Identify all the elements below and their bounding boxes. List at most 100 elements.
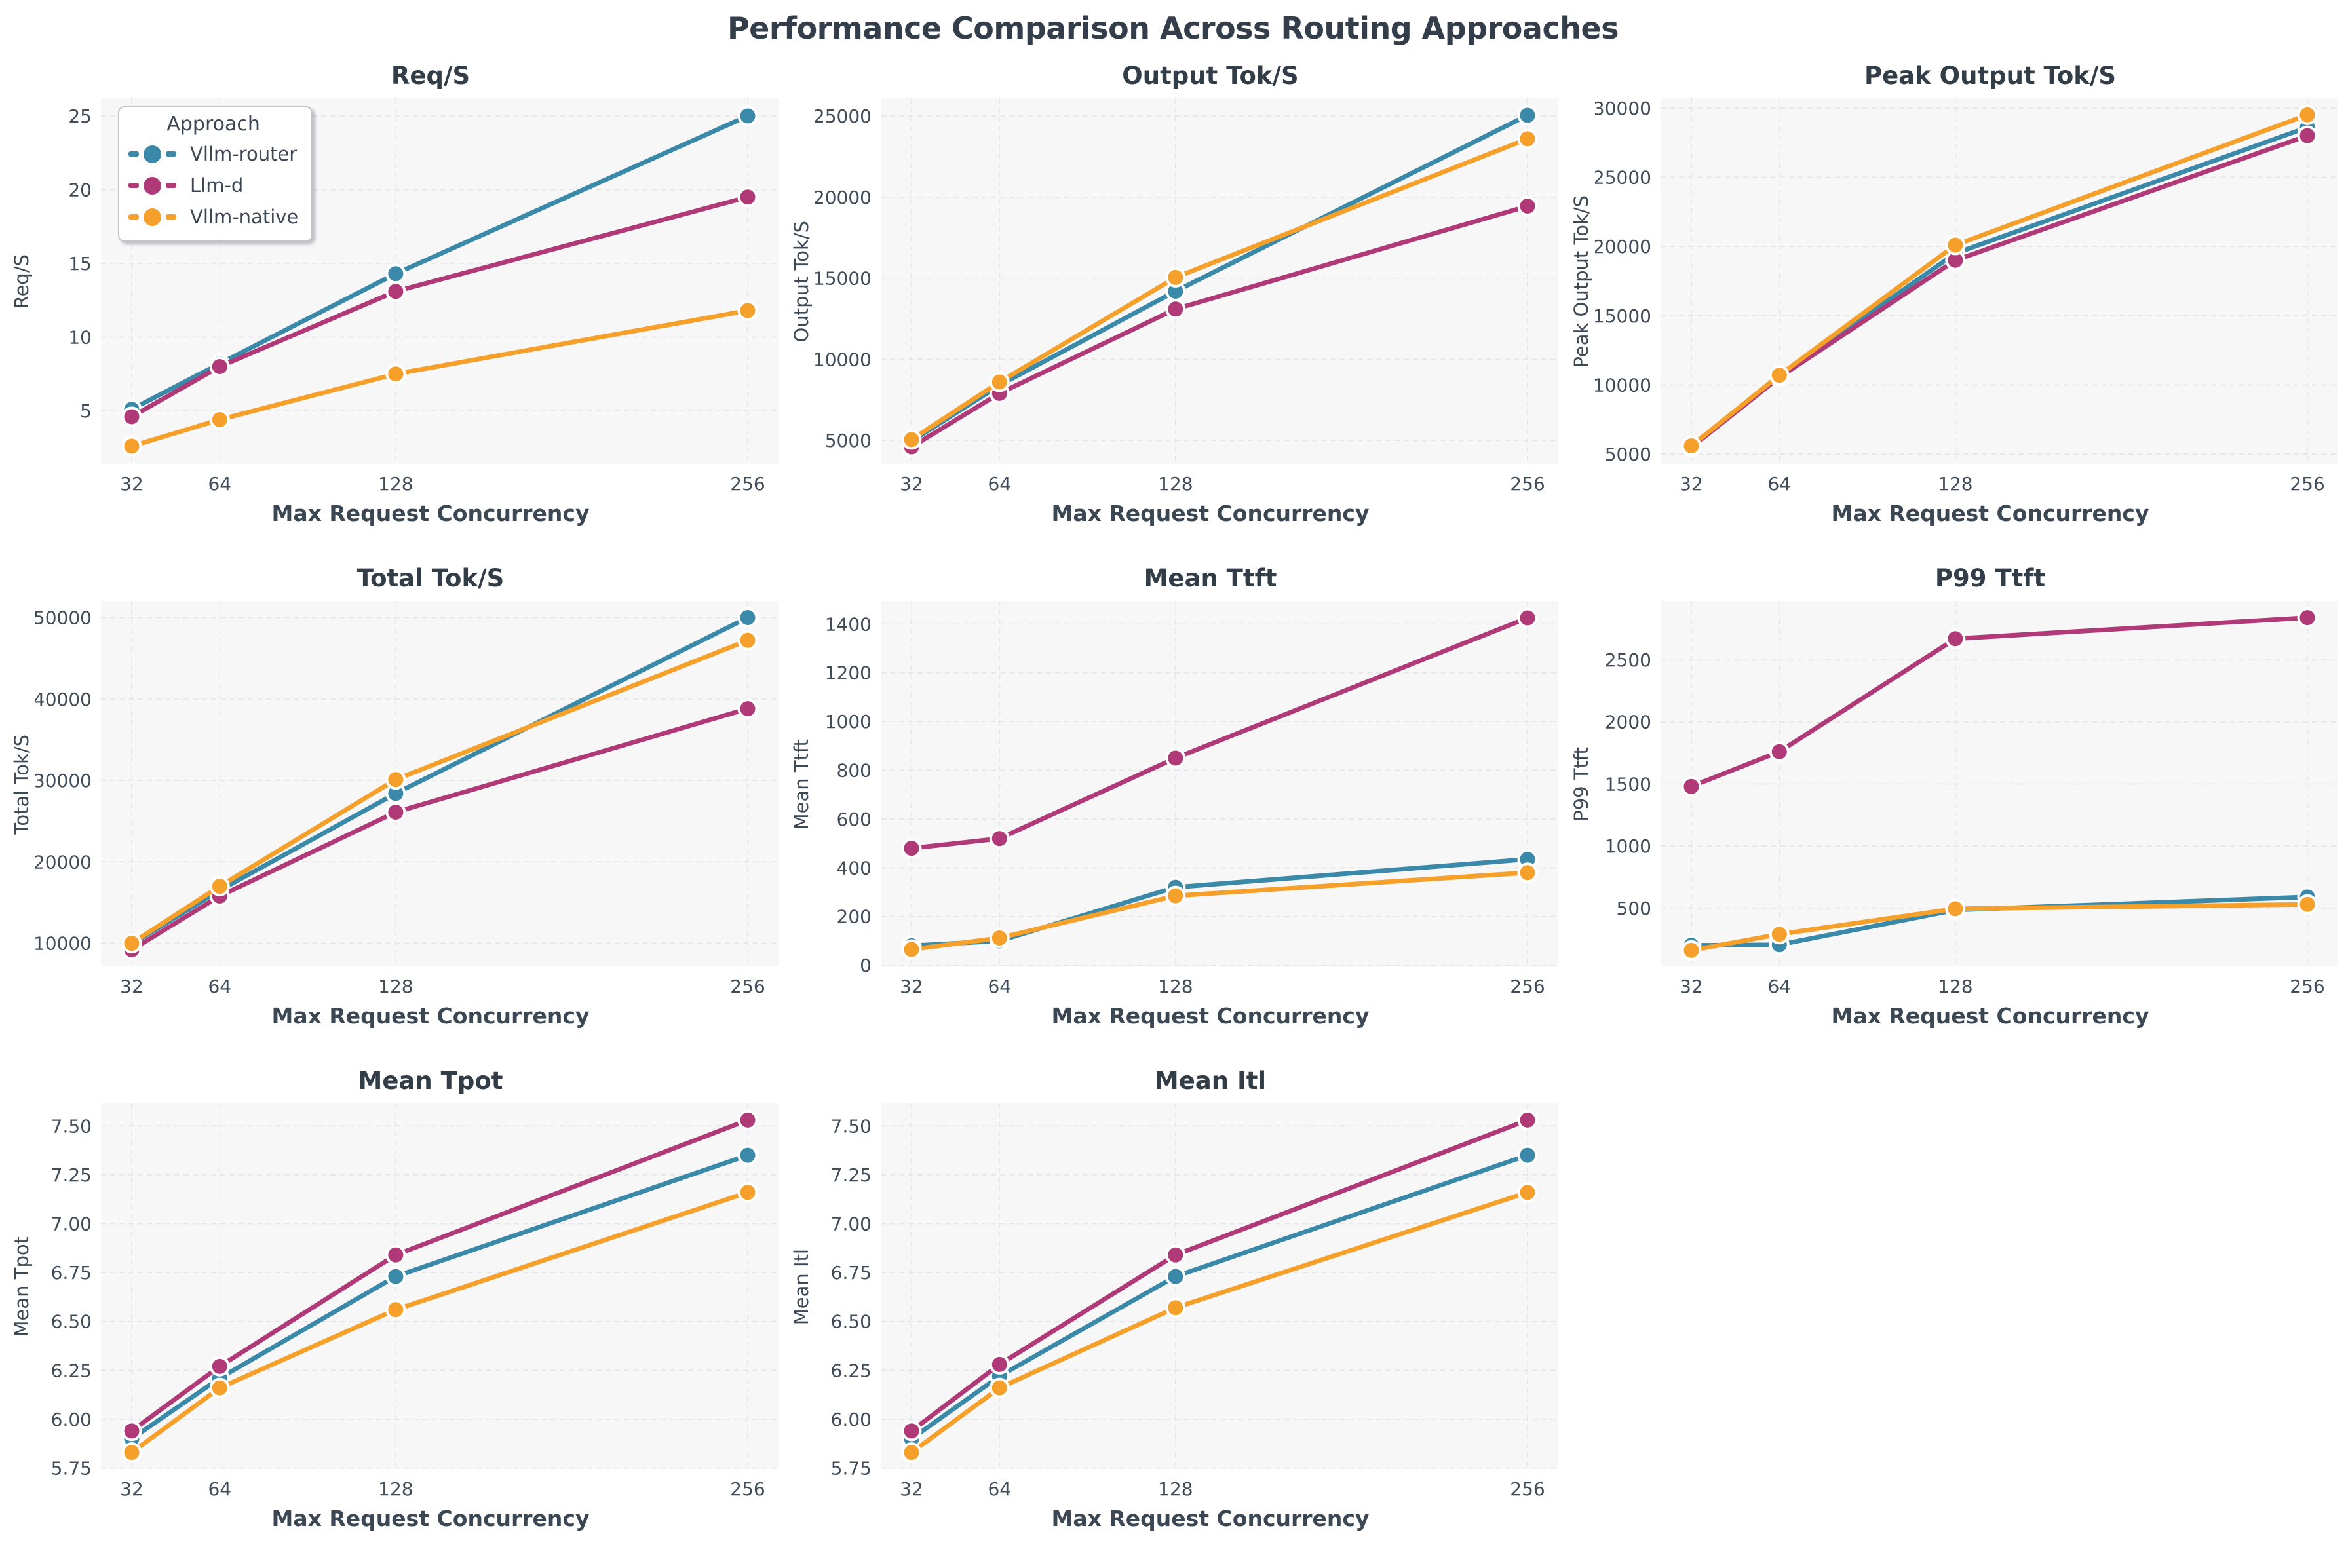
x-tick-label: 256 [730, 976, 765, 997]
plot-svg: 500 1000 1500 2000 2500 32 64 128 256 [1605, 601, 2338, 997]
data-point-marker [1517, 128, 1538, 149]
x-tick-label: 128 [378, 976, 413, 997]
x-tick-label: 32 [1680, 976, 1703, 997]
y-tick-label: 10000 [1595, 375, 1651, 396]
y-tick-label: 6.75 [51, 1262, 92, 1284]
y-tick-label: 1000 [1605, 835, 1651, 857]
x-tick-label: 256 [1510, 1478, 1545, 1500]
data-point-marker [737, 105, 758, 126]
data-point-marker [1517, 607, 1538, 628]
chart-title: Mean Itl [1154, 1067, 1267, 1095]
x-tick-label: 32 [900, 473, 923, 495]
x-tick-label: 64 [208, 1478, 231, 1500]
y-tick-label: 1200 [825, 662, 872, 684]
series-line [909, 1117, 1530, 1434]
figure-mean-itl: Mean Itl Mean Itl 5.75 6.00 6.25 6.50 6.75 7.… [788, 1061, 1567, 1564]
y-tick-label: 6.25 [831, 1360, 872, 1381]
y-tick-label: 10000 [815, 349, 872, 370]
x-axis-label: Max Request Concurrency [271, 501, 590, 526]
x-tick-label: 32 [900, 976, 923, 997]
plot-background [101, 1103, 779, 1469]
x-tick-label: 64 [988, 976, 1011, 997]
y-tick-label: 1400 [825, 613, 872, 635]
data-point-marker [2297, 894, 2318, 915]
data-point-marker [737, 630, 758, 651]
y-axis-label: Peak Output Tok/S [1570, 195, 1592, 368]
x-tick-label: 64 [988, 473, 1011, 495]
series-line [129, 638, 750, 946]
legend-item-llm-d: Llm-d [128, 170, 298, 201]
x-axis-label: Max Request Concurrency [271, 1506, 590, 1531]
chart-title: P99 Ttft [1934, 564, 2046, 592]
legend-item-vllm-native: Vllm-native [128, 201, 298, 233]
data-point-marker [209, 1356, 230, 1377]
series-line [909, 136, 1530, 442]
plot-svg: 5000 10000 15000 20000 25000 32 64 128 256 [815, 98, 1558, 495]
data-point-marker [989, 372, 1010, 392]
data-point-marker [209, 410, 230, 430]
legend-item-vllm-router: Vllm-router [128, 138, 298, 170]
line-marker-icon [128, 205, 186, 229]
plot-background [1661, 98, 2338, 464]
y-tick-label: 7.00 [51, 1214, 92, 1235]
data-point-marker [1517, 1182, 1538, 1203]
x-tick-label: 128 [1158, 1478, 1193, 1500]
plot-background [101, 601, 779, 966]
x-tick-label: 64 [1767, 976, 1791, 997]
y-axis-label: Mean Ttft [790, 738, 813, 830]
x-tick-label: 64 [208, 473, 231, 495]
data-point-marker [1517, 862, 1538, 883]
figure-req-s: Req/S Req/S 5 10 15 20 25 32 64 128 256 Max Requ… [8, 56, 788, 559]
y-tick-label: 5.75 [831, 1458, 872, 1480]
data-point-marker [385, 281, 406, 302]
y-axis-label: Total Tok/S [10, 734, 33, 835]
series-line [1689, 902, 2310, 953]
x-tick-label: 128 [1938, 976, 1972, 997]
plot-svg: 10000 20000 30000 40000 50000 32 64 128 256 [35, 601, 779, 997]
data-point-marker [1517, 1145, 1538, 1166]
y-tick-label: 6.75 [831, 1262, 872, 1284]
x-tick-label: 256 [730, 473, 765, 495]
data-point-marker [989, 1354, 1010, 1375]
data-point-marker [1681, 776, 1702, 797]
y-tick-label: 200 [837, 906, 872, 928]
data-point-marker [209, 356, 230, 377]
x-axis-label: Max Request Concurrency [1831, 501, 2149, 526]
y-tick-label: 7.00 [831, 1214, 872, 1235]
chart-title: Output Tok/S [1122, 62, 1299, 90]
y-tick-label: 500 [1617, 898, 1651, 919]
figure-mean-tpot: Mean Tpot Mean Tpot 5.75 6.00 6.25 6.50 6.75… [8, 1061, 788, 1564]
y-tick-label: 40000 [35, 689, 92, 710]
data-point-marker [1769, 365, 1790, 386]
x-tick-label: 128 [378, 1478, 413, 1500]
page-title: Performance Comparison Across Routing Ap… [727, 10, 1619, 46]
y-axis-label: P99 Ttft [1570, 747, 1592, 822]
y-tick-label: 15000 [815, 268, 872, 290]
y-tick-label: 7.50 [831, 1115, 872, 1137]
x-axis-label: Max Request Concurrency [1051, 501, 1370, 526]
y-tick-label: 1000 [825, 711, 872, 733]
x-tick-label: 64 [988, 1478, 1011, 1500]
data-point-marker [737, 1182, 758, 1203]
y-tick-label: 1500 [1605, 773, 1651, 795]
series-line [909, 204, 1530, 449]
data-point-marker [1945, 628, 1966, 649]
y-tick-label: 25000 [1595, 166, 1651, 188]
data-point-marker [1165, 1297, 1186, 1318]
legend-label: Vllm-router [190, 143, 298, 165]
y-tick-label: 600 [837, 809, 872, 830]
x-tick-label: 256 [1510, 976, 1545, 997]
x-tick-label: 32 [900, 1478, 923, 1500]
plot-background [881, 601, 1558, 966]
y-tick-label: 0 [860, 955, 872, 976]
figure-peak-output-tok-s: Peak Output Tok/S Peak Output Tok/S 5000… [1567, 56, 2346, 559]
data-point-marker [989, 927, 1010, 948]
plot-background [881, 1103, 1558, 1469]
x-tick-label: 256 [2290, 976, 2324, 997]
data-point-marker [1165, 267, 1186, 288]
series-line [129, 195, 750, 419]
y-tick-label: 5.75 [51, 1458, 92, 1480]
series-line [1689, 112, 2310, 449]
line-marker-icon [128, 174, 186, 197]
x-tick-label: 256 [1510, 473, 1545, 495]
